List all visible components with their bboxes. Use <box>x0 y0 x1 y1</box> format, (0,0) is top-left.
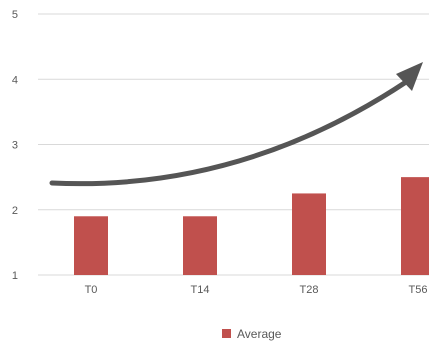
x-tick-label: T0 <box>85 284 98 296</box>
y-axis-tick-labels: 1 2 3 4 5 <box>12 9 18 282</box>
bar-t14 <box>183 216 217 275</box>
x-tick-label: T28 <box>300 284 319 296</box>
x-axis-tick-labels: T0 T14 T28 T56 <box>85 284 428 296</box>
legend-label-average: Average <box>237 327 282 341</box>
trend-arrow-head <box>396 62 423 91</box>
trend-arrow <box>49 62 423 187</box>
legend-swatch-average <box>222 329 231 338</box>
y-tick-label: 3 <box>12 140 18 152</box>
trend-arrow-shaft <box>49 79 409 187</box>
bars <box>74 177 429 275</box>
bar-t28 <box>292 193 326 275</box>
bar-t0 <box>74 216 108 275</box>
legend: Average <box>222 327 282 341</box>
y-tick-label: 1 <box>12 270 18 282</box>
x-tick-label: T56 <box>409 284 428 296</box>
y-tick-label: 4 <box>12 74 18 86</box>
gridlines <box>38 13 429 276</box>
y-tick-label: 5 <box>12 9 18 21</box>
bar-t56 <box>401 177 429 275</box>
x-tick-label: T14 <box>191 284 210 296</box>
y-tick-label: 2 <box>12 205 18 217</box>
